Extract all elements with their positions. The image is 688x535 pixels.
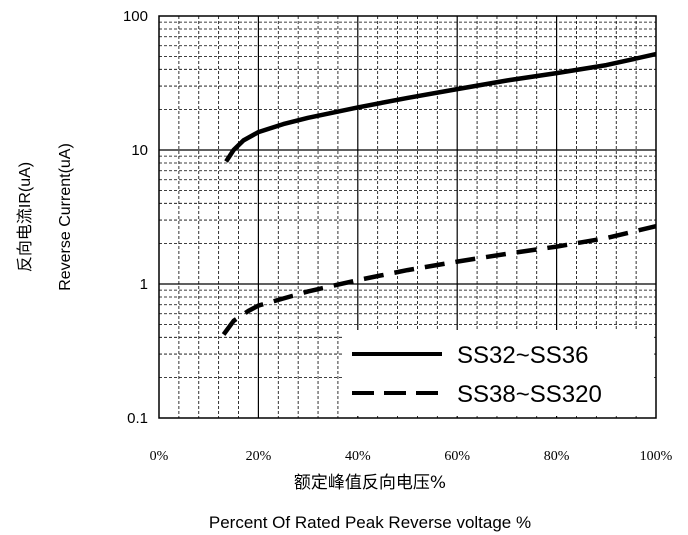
x-tick-label: 40% bbox=[345, 449, 371, 464]
y-tick-label: 10 bbox=[131, 142, 148, 159]
y-axis-label-chinese: 反向电流IR(uA) bbox=[16, 162, 34, 272]
x-axis-label-chinese: 额定峰值反向电压% bbox=[294, 473, 446, 493]
y-tick-label: 1 bbox=[140, 276, 148, 293]
y-tick-labels: 0.1 1 10 100 bbox=[123, 8, 148, 427]
x-tick-labels: 0% 20% 40% 60% 80% 100% bbox=[150, 449, 673, 464]
x-tick-label: 20% bbox=[246, 449, 272, 464]
legend-label-ss32-ss36: SS32~SS36 bbox=[457, 342, 588, 369]
x-tick-label: 100% bbox=[640, 449, 673, 464]
legend: SS32~SS36 SS38~SS320 bbox=[344, 330, 654, 416]
x-axis-label-english: Percent Of Rated Peak Reverse voltage % bbox=[209, 513, 531, 532]
series-layer bbox=[221, 51, 657, 336]
legend-label-ss38-ss320: SS38~SS320 bbox=[457, 381, 602, 408]
y-axis-label-english: Reverse Current(uA) bbox=[57, 143, 74, 291]
plot-frame bbox=[158, 15, 657, 419]
series-line-ss38-ss320 bbox=[221, 224, 657, 336]
legend-box bbox=[344, 330, 654, 416]
major-gridlines bbox=[159, 16, 656, 418]
series-line-ss32-ss36 bbox=[224, 51, 657, 163]
x-tick-label: 60% bbox=[444, 449, 470, 464]
x-tick-label: 0% bbox=[150, 449, 169, 464]
y-tick-label: 0.1 bbox=[127, 410, 148, 427]
x-tick-label: 80% bbox=[544, 449, 570, 464]
y-tick-label: 100 bbox=[123, 8, 148, 25]
